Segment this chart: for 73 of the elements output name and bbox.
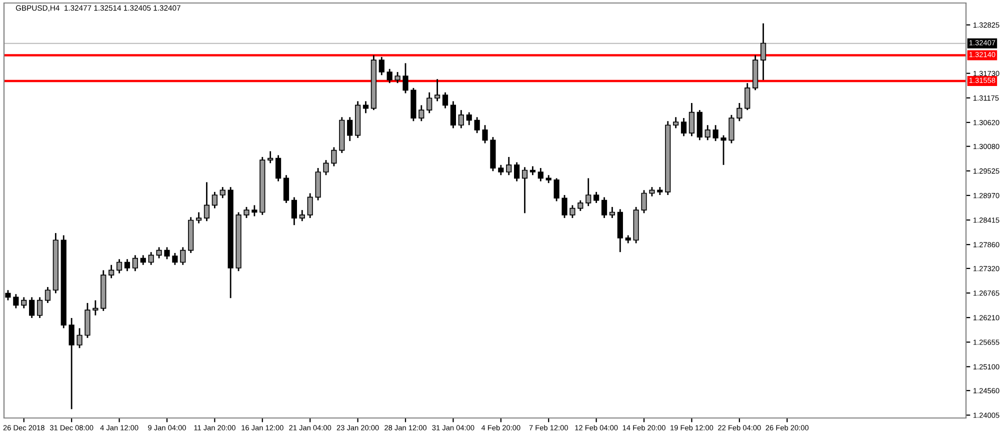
- candlestick: [466, 112, 472, 126]
- candlestick: [140, 254, 146, 266]
- candlestick: [29, 296, 35, 319]
- candlestick: [323, 159, 329, 176]
- candlestick: [148, 251, 154, 266]
- candlestick: [124, 258, 130, 272]
- candlestick: [172, 252, 178, 266]
- candlestick: [220, 186, 226, 199]
- candlestick: [76, 327, 82, 349]
- candlestick: [586, 178, 592, 207]
- candlestick: [434, 78, 440, 102]
- candlestick: [418, 104, 424, 122]
- candlestick: [299, 209, 305, 222]
- candlestick: [275, 154, 282, 182]
- candlestick: [426, 92, 432, 114]
- candlestick: [164, 246, 170, 260]
- candlestick: [362, 100, 369, 114]
- candlestick: [562, 194, 568, 219]
- candlestick: [554, 178, 560, 202]
- candlestick: [760, 22, 766, 81]
- candlestick: [402, 62, 408, 94]
- candlestick: [44, 286, 51, 304]
- candlestick: [331, 146, 337, 167]
- candlestick: [458, 109, 464, 129]
- candlestick: [13, 293, 19, 309]
- candlestick: [386, 68, 392, 84]
- candlestick: [156, 246, 162, 259]
- candlestick: [68, 317, 74, 410]
- candlestick: [116, 258, 122, 274]
- candlestick: [728, 114, 734, 144]
- candlestick: [450, 100, 456, 129]
- candlestick: [736, 102, 742, 122]
- candlestick: [474, 116, 480, 134]
- candlestick: [601, 196, 608, 219]
- candlestick: [649, 186, 655, 198]
- candlestick: [394, 71, 400, 84]
- candlestick: [720, 134, 726, 166]
- candlestick: [291, 196, 297, 226]
- candlestick: [21, 296, 27, 309]
- candlestick: [92, 300, 98, 316]
- candlestick: [307, 192, 313, 219]
- candlestick: [212, 191, 218, 209]
- candlestick: [132, 254, 138, 272]
- candlestick: [506, 156, 512, 176]
- candlestick: [673, 116, 679, 129]
- candlestick: [609, 206, 616, 219]
- candlestick: [268, 150, 274, 164]
- candlestick: [283, 174, 290, 204]
- candlestick: [378, 56, 384, 76]
- candlestick: [744, 82, 750, 111]
- candlestick: [514, 162, 520, 182]
- candlestick: [482, 124, 488, 144]
- candlestick: [108, 264, 114, 279]
- candlestick: [578, 200, 584, 212]
- candlestick: [704, 124, 710, 141]
- candlestick: [594, 191, 600, 204]
- candlestick: [252, 204, 258, 217]
- candlestick: [204, 181, 210, 222]
- candlestick: [244, 206, 250, 219]
- candlestick: [570, 204, 576, 219]
- candlestick: [688, 102, 695, 137]
- candlestick: [5, 289, 11, 302]
- candlestick: [180, 246, 186, 266]
- candlestick: [641, 189, 647, 214]
- candlestick: [538, 167, 544, 182]
- candlestick: [712, 124, 718, 142]
- candlestick: [680, 117, 687, 137]
- candlestick: [196, 212, 202, 224]
- candlestick: [522, 166, 528, 214]
- candlestick: [347, 116, 353, 142]
- candlestick: [36, 296, 43, 319]
- candlestick: [498, 164, 504, 176]
- candlestick: [442, 92, 448, 109]
